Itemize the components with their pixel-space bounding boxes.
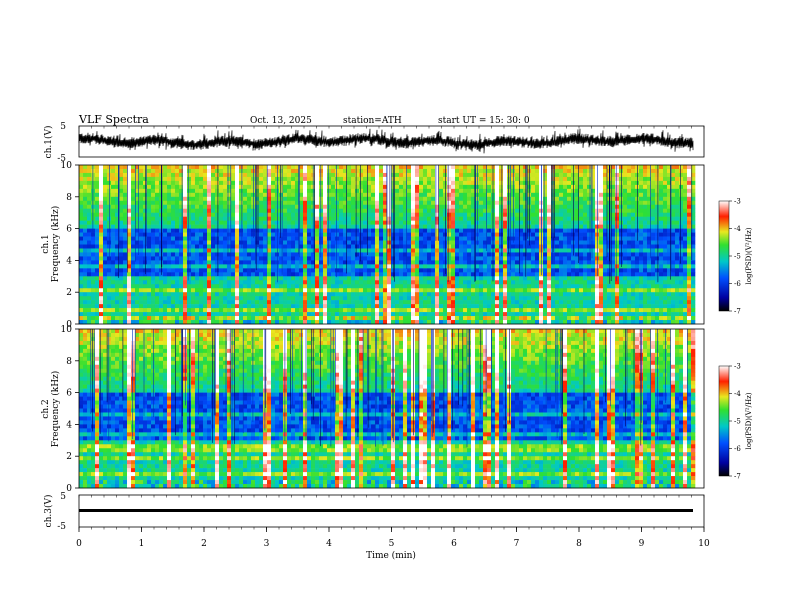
time-tick-label: 5 bbox=[389, 539, 395, 549]
ch2-spectrogram-frame bbox=[78, 328, 705, 489]
ch1-waveform-line bbox=[78, 128, 694, 154]
freq-tick-label: 4 bbox=[66, 256, 72, 266]
ch3-waveform-line bbox=[79, 509, 693, 512]
ch1-ylabel: ch.1(V) bbox=[43, 126, 54, 159]
ch3-waveform-panel: 5 -5 ch.3(V) bbox=[43, 492, 705, 532]
freq-tick-label: 0 bbox=[66, 484, 72, 494]
ch1-colorbar bbox=[718, 200, 730, 312]
time-tick-label: 0 bbox=[76, 539, 82, 549]
freq-tick-label: 2 bbox=[66, 452, 72, 462]
freq-tick-label: 6 bbox=[66, 389, 72, 399]
time-tick-label: 10 bbox=[698, 539, 710, 549]
ch1-ytick-bottom: -5 bbox=[57, 154, 66, 164]
colorbar-tick-label: -3 bbox=[734, 198, 741, 206]
ch1-waveform-panel: 5 -5 ch.1(V) bbox=[43, 122, 705, 164]
figure-title: VLF Spectra bbox=[78, 113, 149, 126]
time-tick-label: 7 bbox=[514, 539, 520, 549]
ch3-ytick-top: 5 bbox=[60, 492, 66, 502]
freq-tick-label: 10 bbox=[61, 325, 73, 335]
time-tick-label: 8 bbox=[576, 539, 582, 549]
ch1-channel-label: ch.1 bbox=[41, 234, 51, 253]
time-tick-label: 4 bbox=[326, 539, 332, 549]
ch1-spectrogram-frame bbox=[78, 164, 705, 325]
ch3-ytick-bottom: -5 bbox=[57, 522, 66, 532]
ch2-spectrogram-image bbox=[79, 329, 696, 489]
ch1-colorbar-label: log(PSD)(V²/Hz) bbox=[745, 227, 753, 284]
time-tick-label: 2 bbox=[201, 539, 207, 549]
freq-tick-label: 10 bbox=[61, 161, 73, 171]
colorbar-tick-label: -5 bbox=[734, 418, 741, 426]
xaxis-label: Time (min) bbox=[366, 550, 416, 561]
ch2-colorbar-label: log(PSD)(V²/Hz) bbox=[745, 392, 753, 449]
colorbar-tick-label: -3 bbox=[734, 363, 741, 371]
station-label: station=ATH bbox=[343, 116, 402, 126]
ch2-freq-ylabel: Frequency (kHz) bbox=[50, 371, 61, 448]
colorbar-tick-label: -6 bbox=[734, 445, 741, 453]
colorbar-tick-label: -4 bbox=[734, 390, 741, 398]
time-tick-label: 6 bbox=[451, 539, 457, 549]
freq-tick-label: 8 bbox=[66, 357, 72, 367]
date-label: Oct. 13, 2025 bbox=[250, 116, 312, 126]
freq-tick-label: 0 bbox=[66, 320, 72, 330]
time-tick-label: 3 bbox=[264, 539, 270, 549]
freq-tick-label: 6 bbox=[66, 225, 72, 235]
ch2-channel-label: ch.2 bbox=[41, 399, 51, 418]
ch3-ylabel: ch.3(V) bbox=[43, 495, 54, 528]
colorbar-tick-label: -6 bbox=[734, 280, 741, 288]
ch2-colorbar bbox=[718, 365, 730, 477]
ch1-freq-ylabel: Frequency (kHz) bbox=[50, 206, 61, 283]
ch1-ytick-top: 5 bbox=[60, 122, 66, 132]
time-axis: 0 1 2 3 4 5 6 7 8 9 10 bbox=[76, 126, 710, 549]
freq-tick-label: 8 bbox=[66, 193, 72, 203]
colorbar-tick-label: -5 bbox=[734, 253, 741, 261]
time-tick-label: 1 bbox=[139, 539, 145, 549]
start-ut-label: start UT = 15: 30: 0 bbox=[438, 116, 530, 126]
ch1-spectrogram-image bbox=[79, 165, 696, 325]
colorbar-tick-label: -4 bbox=[734, 225, 741, 233]
colorbar-tick-label: -7 bbox=[734, 308, 741, 316]
freq-tick-label: 4 bbox=[66, 420, 72, 430]
time-tick-label: 9 bbox=[639, 539, 645, 549]
freq-tick-label: 2 bbox=[66, 288, 72, 298]
colorbar-tick-label: -7 bbox=[734, 473, 741, 481]
